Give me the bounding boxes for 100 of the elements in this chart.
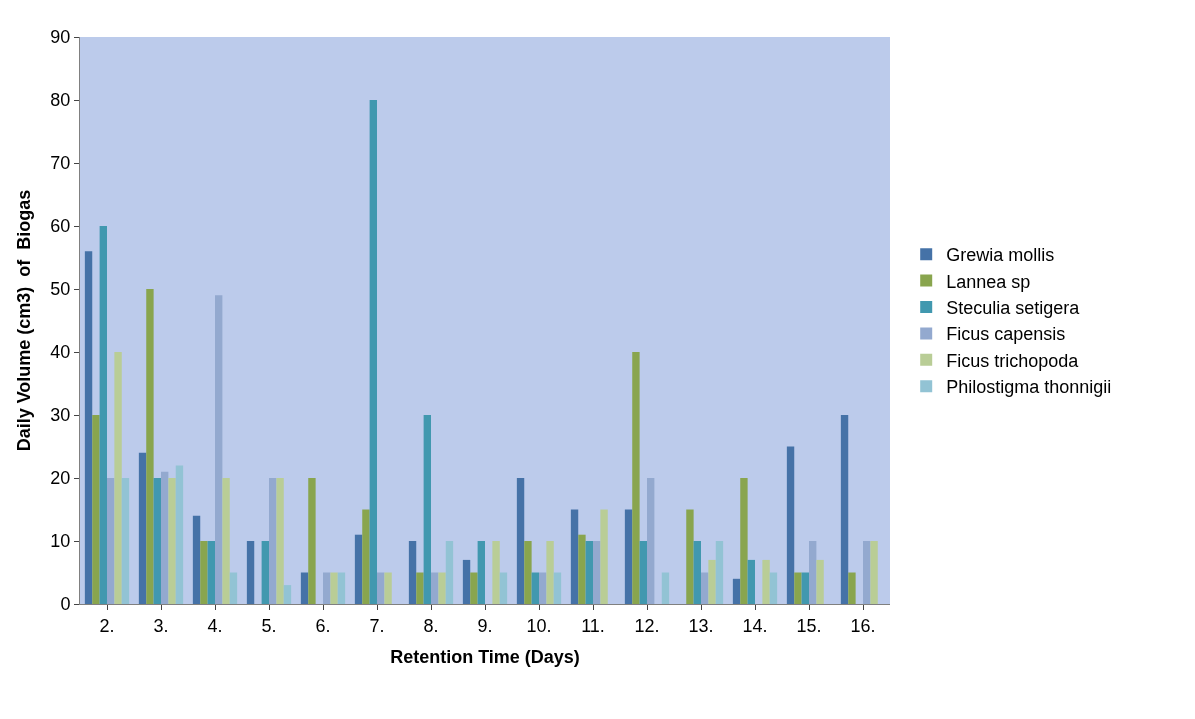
bar [146, 289, 154, 604]
bar [531, 572, 539, 604]
bar [300, 572, 309, 604]
bar [769, 572, 778, 604]
legend-label: Grewia mollis [946, 245, 1055, 266]
y-tick-label: 90 [50, 27, 71, 48]
bar [593, 541, 601, 604]
bar [229, 572, 238, 604]
y-tick-label: 80 [50, 90, 71, 111]
bar [816, 559, 824, 604]
legend-label: Ficus trichopoda [946, 350, 1080, 371]
x-tick-label: 10. [526, 615, 552, 636]
bar [330, 572, 338, 604]
bar [470, 572, 478, 604]
bar [153, 478, 161, 604]
y-tick-label: 20 [50, 468, 71, 489]
bar [246, 541, 255, 604]
bar [423, 415, 431, 604]
bar [362, 509, 370, 604]
bar [863, 541, 871, 604]
bar [222, 478, 230, 604]
bar [84, 251, 93, 604]
x-tick-label: 11. [581, 615, 605, 636]
bar [539, 572, 547, 604]
bar [701, 572, 709, 604]
bar [168, 478, 176, 604]
x-tick-label: 12. [634, 615, 660, 636]
bar [686, 509, 694, 604]
bar [462, 559, 471, 604]
bar [693, 541, 701, 604]
bar [524, 541, 532, 604]
legend-label: Steculia setigera [946, 298, 1081, 319]
x-tick-label: 6. [315, 615, 331, 636]
bar [708, 559, 716, 604]
x-tick-label: 13. [688, 615, 714, 636]
bar [99, 226, 107, 604]
bar [308, 478, 316, 604]
y-tick-label: 50 [50, 279, 71, 300]
bar [161, 471, 169, 604]
bar [600, 509, 608, 604]
bar [377, 572, 385, 604]
bar [578, 534, 586, 604]
bar [639, 541, 647, 604]
bar [553, 572, 562, 604]
bar [848, 572, 856, 604]
bar [647, 478, 655, 604]
x-tick-label: 9. [477, 615, 493, 636]
bar [546, 541, 554, 604]
y-tick-label: 40 [50, 342, 71, 363]
bar [585, 541, 593, 604]
bar [801, 572, 809, 604]
bar [354, 534, 363, 604]
bar [269, 478, 277, 604]
bar [809, 541, 817, 604]
bar [431, 572, 439, 604]
bar [715, 541, 724, 604]
bar [207, 541, 215, 604]
bar [92, 415, 100, 604]
legend-label: Ficus capensis [946, 324, 1066, 345]
bar [477, 541, 485, 604]
legend-label: Lannea sp [946, 271, 1031, 292]
bar [114, 352, 122, 604]
bar [323, 572, 331, 604]
x-tick-label: 7. [369, 615, 385, 636]
x-axis-title: Retention Time (Days) [390, 646, 580, 667]
bar [445, 541, 454, 604]
bar [840, 415, 849, 604]
bar [107, 478, 115, 604]
bar [337, 572, 346, 604]
bar [369, 100, 377, 604]
bar [138, 452, 147, 604]
bar [175, 465, 184, 604]
bar [624, 509, 633, 604]
x-tick-label: 14. [742, 615, 768, 636]
bar [492, 541, 500, 604]
x-tick-label: 4. [207, 615, 223, 636]
bar [762, 559, 770, 604]
x-tick-label: 5. [261, 615, 277, 636]
x-tick-label: 8. [423, 615, 439, 636]
bar [384, 572, 392, 604]
x-tick-label: 16. [850, 615, 876, 636]
bar [121, 478, 130, 604]
bar [870, 541, 878, 604]
bar [661, 572, 670, 604]
y-tick-label: 30 [50, 405, 71, 426]
bar [192, 515, 201, 604]
bar [416, 572, 424, 604]
bar [747, 559, 755, 604]
x-tick-label: 3. [153, 615, 169, 636]
y-tick-label: 10 [50, 531, 71, 552]
bar [786, 446, 795, 604]
y-tick-label: 70 [50, 153, 71, 174]
bar [570, 509, 579, 604]
bar [276, 478, 284, 604]
bar [261, 541, 269, 604]
x-tick-label: 15. [796, 615, 822, 636]
legend-label: Philostigma thonnigii [946, 377, 1112, 398]
y-axis-title: Daily Volume (cm3) of Biogas [13, 189, 34, 452]
bar [740, 478, 748, 604]
bar [215, 295, 223, 604]
